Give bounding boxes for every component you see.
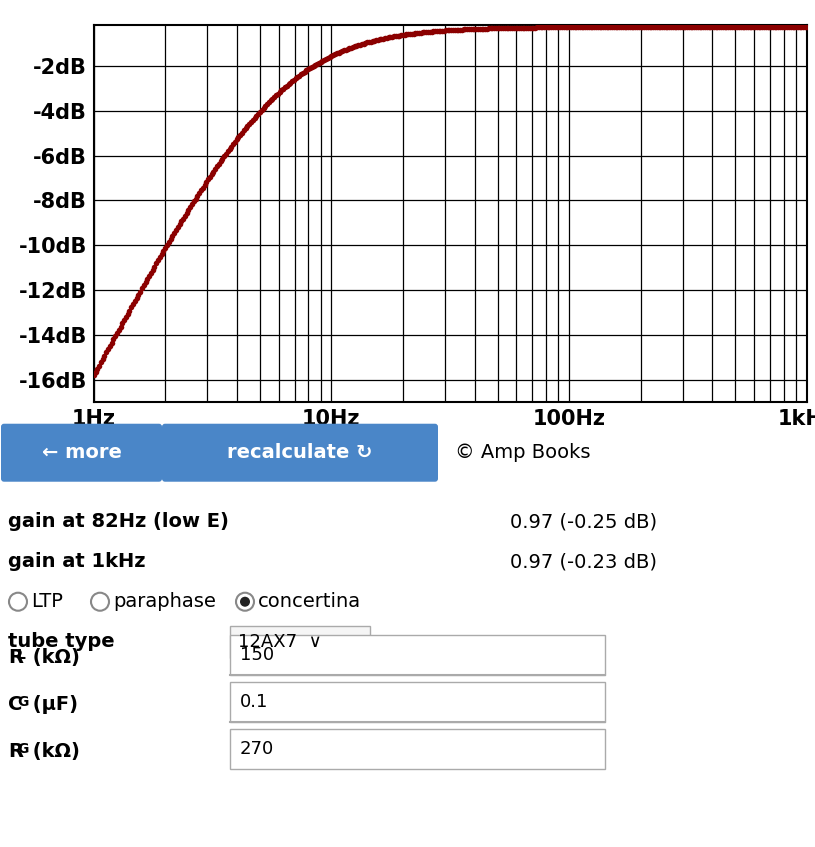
- FancyBboxPatch shape: [230, 626, 370, 658]
- Bar: [230, 682, 605, 722]
- Text: C: C: [8, 695, 22, 714]
- Text: 150: 150: [240, 645, 274, 664]
- Text: (μF): (μF): [26, 695, 78, 714]
- Text: (kΩ): (kΩ): [26, 742, 80, 761]
- Text: © Amp Books: © Amp Books: [455, 443, 591, 462]
- Text: L: L: [17, 648, 26, 662]
- Text: G: G: [17, 742, 29, 756]
- Text: G: G: [17, 695, 29, 709]
- Text: 12AX7  ∨: 12AX7 ∨: [238, 633, 322, 650]
- Text: 0.97 (-0.25 dB): 0.97 (-0.25 dB): [510, 512, 657, 531]
- Text: 0.1: 0.1: [240, 693, 268, 711]
- Bar: [230, 728, 605, 769]
- Text: (kΩ): (kΩ): [26, 648, 80, 667]
- Text: concertina: concertina: [258, 592, 361, 612]
- Bar: [230, 634, 605, 675]
- Circle shape: [240, 597, 250, 606]
- Text: tube type: tube type: [8, 632, 115, 651]
- FancyBboxPatch shape: [162, 424, 438, 482]
- Text: LTP: LTP: [31, 592, 63, 612]
- Text: 270: 270: [240, 739, 275, 758]
- FancyBboxPatch shape: [1, 424, 162, 482]
- Text: paraphase: paraphase: [113, 592, 216, 612]
- Text: R: R: [8, 648, 23, 667]
- Text: gain at 1kHz: gain at 1kHz: [8, 552, 146, 571]
- Text: gain at 82Hz (low E): gain at 82Hz (low E): [8, 512, 229, 531]
- Text: ← more: ← more: [42, 443, 121, 462]
- Text: R: R: [8, 742, 23, 761]
- Text: recalculate ↻: recalculate ↻: [227, 443, 372, 462]
- Text: 0.97 (-0.23 dB): 0.97 (-0.23 dB): [510, 552, 657, 571]
